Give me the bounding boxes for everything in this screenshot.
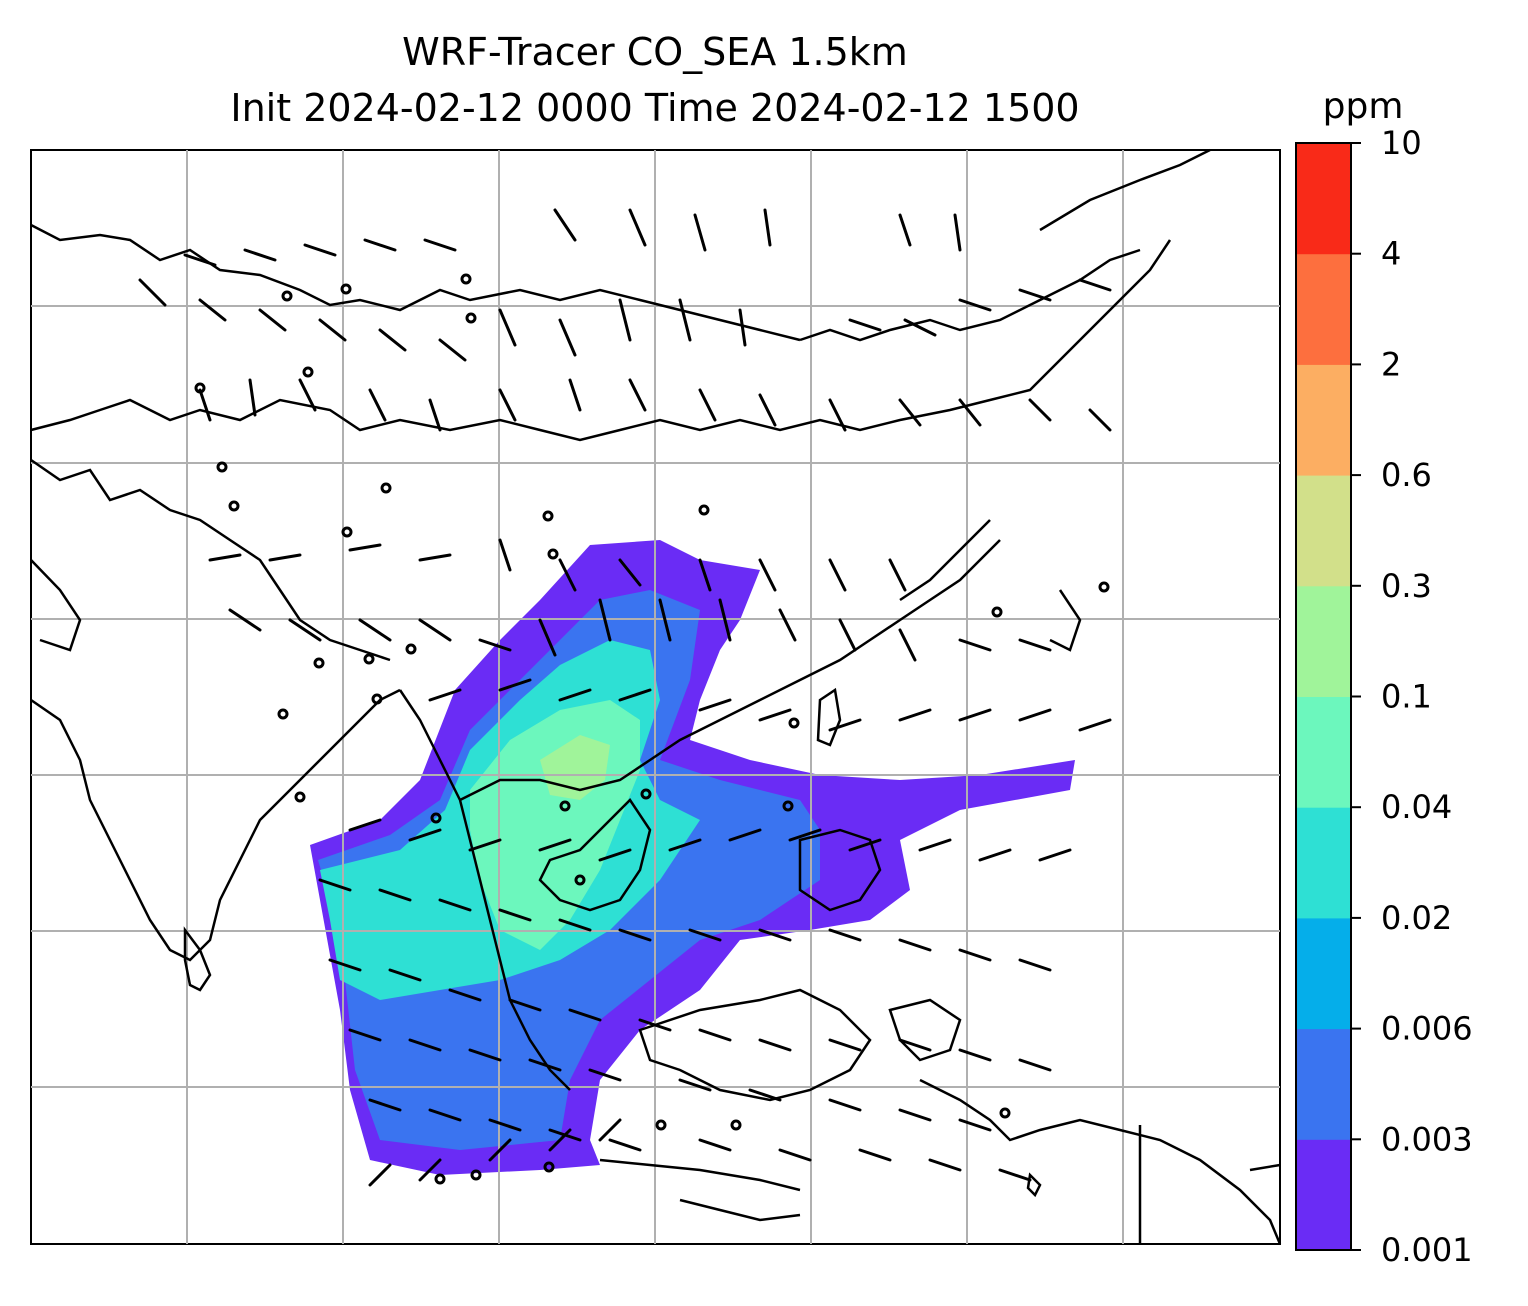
colorbar-tick-label: 4 — [1381, 235, 1401, 273]
colorbar-tick-label: 0.001 — [1381, 1231, 1473, 1269]
gridlines — [31, 150, 1280, 1244]
colorbar-bin-1 — [1296, 1028, 1351, 1140]
coastlines — [30, 148, 1282, 1245]
colorbar-bin-9 — [1296, 143, 1351, 255]
colorbar-bin-8 — [1296, 253, 1351, 365]
co-plume — [310, 540, 1075, 1175]
colorbar-bins — [1296, 143, 1351, 1251]
colorbar-bin-2 — [1296, 917, 1351, 1030]
map-panel — [30, 148, 1282, 1245]
colorbar-unit-label: ppm — [1323, 86, 1404, 127]
colorbar-tick-label: 10 — [1381, 124, 1422, 162]
colorbar-bin-5 — [1296, 585, 1351, 697]
calm-wind-markers — [194, 273, 1110, 1185]
figure-title-line-2: Init 2024-02-12 0000 Time 2024-02-12 150… — [230, 86, 1080, 130]
colorbar-frame — [1295, 142, 1352, 1251]
colorbar-tick-label: 0.006 — [1381, 1010, 1473, 1048]
colorbar-tick-label: 0.003 — [1381, 1120, 1473, 1158]
colorbar-bin-7 — [1296, 364, 1351, 476]
colorbar-bin-3 — [1296, 807, 1351, 919]
colorbar-tick-label: 0.6 — [1381, 456, 1432, 494]
colorbar-bin-0 — [1296, 1139, 1351, 1251]
figure-title-line-1: WRF-Tracer CO_SEA 1.5km — [402, 30, 908, 74]
colorbar-bin-4 — [1296, 696, 1351, 808]
colorbar-bin-6 — [1296, 475, 1351, 587]
colorbar-tick-label: 0.1 — [1381, 678, 1432, 716]
wind-barbs — [138, 208, 1112, 1187]
colorbar-ticks: 0.001 0.003 0.006 0.02 0.04 0.1 0.3 0.6 2 4 10 — [1351, 124, 1473, 1269]
colorbar-tick-label: 0.02 — [1381, 899, 1452, 937]
colorbar-tick-label: 0.3 — [1381, 567, 1432, 605]
colorbar-tick-label: 2 — [1381, 345, 1401, 383]
colorbar-tick-label: 0.04 — [1381, 788, 1452, 826]
